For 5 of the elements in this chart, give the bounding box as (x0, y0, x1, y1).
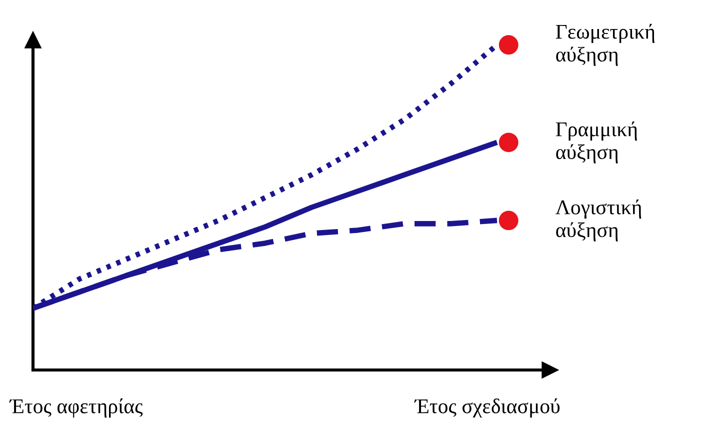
text: Γεωμετρική αύξηση (556, 24, 654, 66)
text: Έτος σχεδιασμού (414, 398, 560, 418)
text: Γραμμική αύξηση (556, 121, 637, 164)
text: Λογιστική αύξηση (556, 199, 642, 242)
text: Έτος αφετηρίας (9, 398, 143, 418)
